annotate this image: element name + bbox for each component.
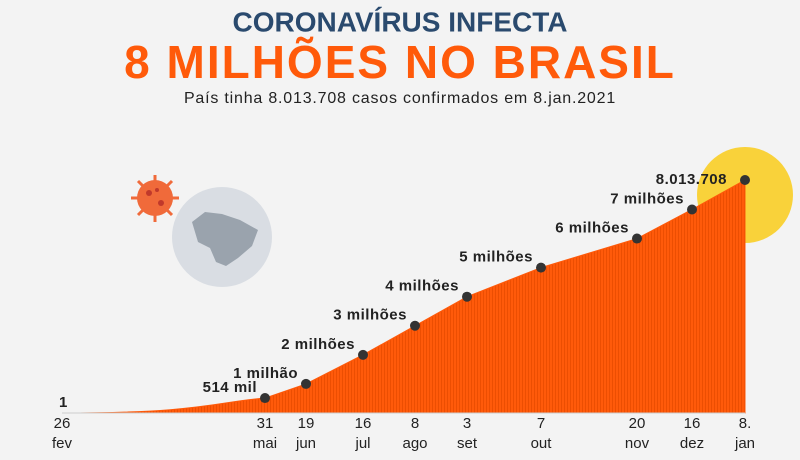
x-tick-label: out <box>531 435 553 452</box>
brazil-map-icon <box>172 187 272 287</box>
x-tick-label: nov <box>625 435 650 452</box>
value-label: 514 mil <box>203 379 257 396</box>
x-tick-label: 3 <box>463 415 471 432</box>
x-tick-label: 20 <box>629 415 646 432</box>
x-tick-label: set <box>457 435 478 452</box>
area <box>61 179 746 414</box>
x-tick-label: 16 <box>684 415 701 432</box>
x-tick-label: jul <box>354 435 370 452</box>
x-tick-label: 7 <box>537 415 545 432</box>
value-label: 1 <box>59 394 68 411</box>
x-tick-label: dez <box>680 435 704 452</box>
milestone-dot <box>260 393 270 404</box>
x-tick-label: jan <box>734 435 755 452</box>
kicker: CORONAVÍRUS INFECTA <box>233 6 568 37</box>
milestone-dot <box>462 291 472 302</box>
x-tick-label: 19 <box>298 415 315 432</box>
x-tick-label: 31 <box>257 415 274 432</box>
milestone-dot <box>301 378 311 389</box>
milestone-dot <box>740 175 750 185</box>
value-label: 1 milhão <box>233 365 298 382</box>
x-tick-label: 26 <box>54 415 71 432</box>
x-tick-label: mai <box>253 435 277 452</box>
x-tick-label: 8. <box>739 415 752 432</box>
value-label: 5 milhões <box>459 249 533 266</box>
x-tick-label: ago <box>402 435 427 452</box>
chart-title: 8 MILHÕES NO BRASIL <box>124 36 676 88</box>
subtitle: País tinha 8.013.708 casos confirmados e… <box>184 90 616 107</box>
milestone-dot <box>632 233 642 244</box>
value-label: 6 milhões <box>555 220 629 237</box>
value-label: 2 milhões <box>281 336 355 353</box>
milestone-dot <box>687 204 697 215</box>
x-tick-label: jun <box>295 435 316 452</box>
milestone-dot <box>358 349 368 360</box>
x-tick-label: 16 <box>355 415 372 432</box>
value-label: 8.013.708 <box>656 171 727 188</box>
value-label: 3 milhões <box>333 307 407 324</box>
milestone-dot <box>410 320 420 331</box>
x-tick-label: 8 <box>411 415 419 432</box>
value-label: 7 milhões <box>610 190 684 207</box>
x-tick-label: fev <box>52 435 73 452</box>
milestone-dot <box>536 262 546 273</box>
value-label: 4 milhões <box>385 278 459 295</box>
virus-icon <box>131 175 179 222</box>
